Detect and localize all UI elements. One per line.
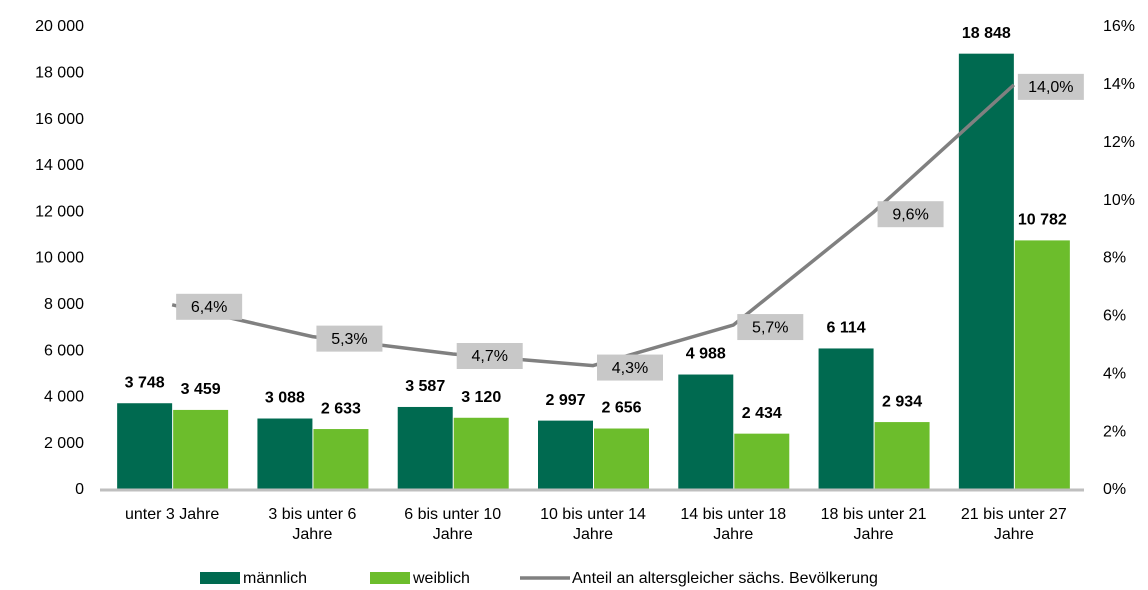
data-label: 2 633 [321, 400, 361, 417]
y-tick-label: 16 000 [35, 111, 84, 128]
bar [594, 428, 649, 490]
data-label: 2 434 [742, 405, 782, 422]
bar [117, 403, 173, 490]
data-label: 9,6% [892, 206, 928, 223]
y2-tick-label: 16% [1103, 18, 1135, 35]
label-box [877, 201, 944, 228]
label-box [456, 342, 523, 369]
y2-tick-label: 10% [1103, 192, 1135, 209]
x-tick-label: 10 bis unter 14 Jahre [540, 506, 646, 543]
data-label: 3 459 [181, 381, 221, 398]
bar [173, 409, 229, 490]
y2-tick-label: 6% [1103, 308, 1126, 325]
y-tick-label: 6 000 [44, 342, 84, 359]
label-box [176, 293, 243, 320]
y-tick-label: 18 000 [35, 65, 84, 82]
y-tick-label: 14 000 [35, 157, 84, 174]
bar [1014, 240, 1070, 490]
y-tick-label: 4 000 [44, 389, 84, 406]
y2-tick-label: 2% [1103, 423, 1126, 440]
data-label: 4,7% [471, 348, 507, 365]
bar [958, 53, 1014, 491]
line [171, 83, 1016, 368]
legend-swatch [370, 572, 410, 584]
bar [313, 429, 369, 490]
x-tick-label: 18 bis unter 21 Jahre [820, 506, 927, 543]
bar [397, 406, 453, 490]
bar [257, 418, 313, 490]
x-tick-label: 14 bis unter 18 Jahre [680, 506, 787, 543]
label-box [597, 354, 663, 381]
y-tick-label: 0 [75, 481, 84, 498]
data-label: 6 114 [826, 320, 865, 337]
data-label: 18 848 [962, 25, 1011, 42]
bar [538, 420, 593, 490]
y2-tick-label: 14% [1103, 76, 1135, 93]
bar [734, 433, 790, 490]
bar [453, 417, 509, 490]
y2-tick-label: 0% [1103, 481, 1126, 498]
y2-tick-label: 12% [1103, 134, 1135, 151]
data-label: 2 997 [545, 392, 585, 409]
y-tick-label: 20 000 [35, 18, 84, 35]
data-label: 5,7% [752, 319, 788, 336]
label-box [316, 325, 383, 352]
y-tick-label: 8 000 [44, 296, 84, 313]
data-label: 4 988 [686, 346, 726, 363]
bar [818, 348, 874, 490]
y-tick-label: 12 000 [35, 203, 84, 220]
data-label: 14,0% [1028, 79, 1073, 96]
x-tick-label: unter 3 Jahre [125, 506, 220, 523]
legend-label: weiblich [412, 570, 470, 587]
y2-tick-label: 4% [1103, 365, 1126, 382]
data-label: 4,3% [612, 360, 648, 377]
data-label: 2 934 [882, 393, 922, 410]
data-label: 2 656 [601, 400, 641, 417]
y-tick-label: 2 000 [44, 435, 84, 452]
y-tick-label: 10 000 [35, 250, 84, 267]
x-tick-label: 3 bis unter 6 Jahre [268, 506, 357, 543]
data-label: 3 088 [265, 390, 305, 407]
x-tick-label: 6 bis unter 10 Jahre [404, 506, 502, 543]
data-label: 10 782 [1018, 212, 1067, 229]
legend-swatch [200, 572, 240, 584]
data-label: 3 587 [405, 378, 445, 395]
label-box [737, 314, 804, 341]
label-box [1017, 73, 1084, 100]
data-label: 3 748 [125, 374, 165, 391]
bar [678, 374, 734, 490]
bar [874, 422, 930, 490]
legend-label: männlich [243, 570, 307, 587]
legend-label: Anteil an altersgleicher sächs. Bevölker… [572, 570, 878, 587]
y2-tick-label: 8% [1103, 250, 1126, 267]
data-label: 5,3% [331, 331, 367, 348]
data-label: 3 120 [461, 389, 501, 406]
x-tick-label: 21 bis unter 27 Jahre [960, 506, 1067, 543]
data-label: 6,4% [191, 299, 227, 316]
